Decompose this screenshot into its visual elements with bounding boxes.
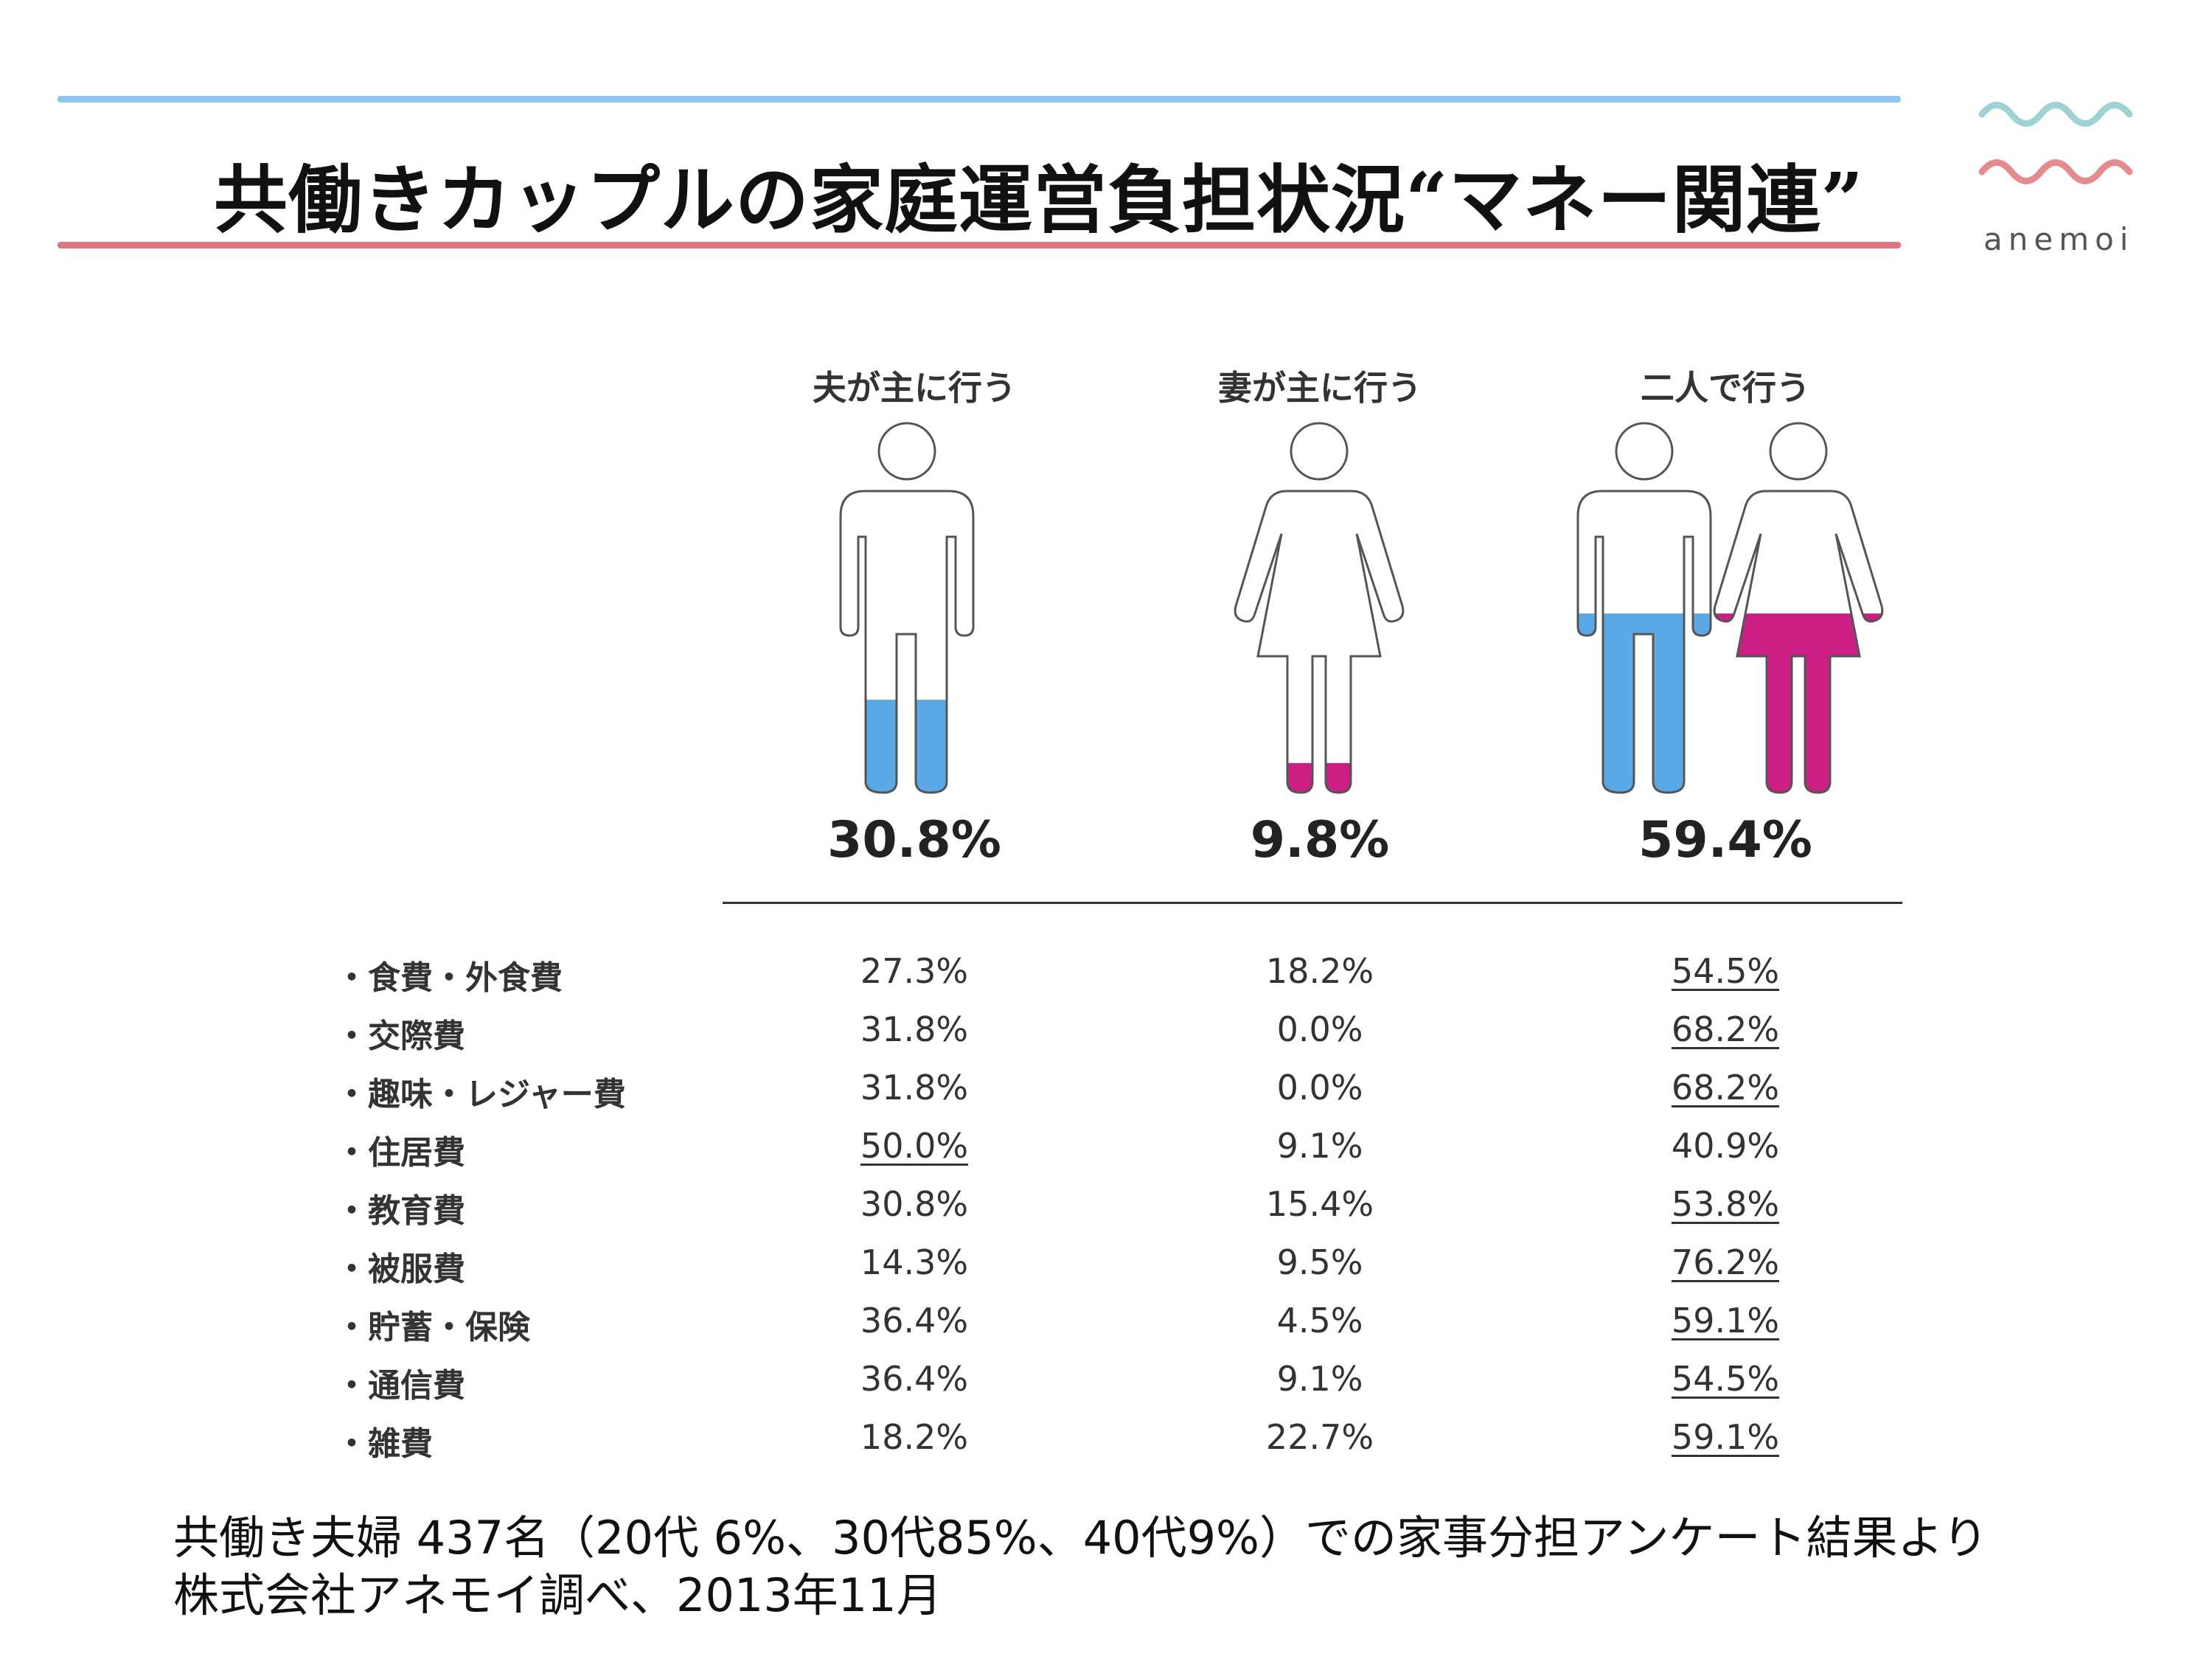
row-category: ・貯蓄・保険 — [335, 1309, 530, 1346]
row-category: ・雑費 — [335, 1425, 433, 1463]
table-row: ・趣味・レジャー費 31.8% 0.0% 68.2% — [0, 1068, 2212, 1119]
bottom-accent-line — [58, 242, 1901, 248]
column-header-both: 二人で行う — [1641, 368, 1810, 408]
row-category: ・教育費 — [335, 1192, 465, 1230]
row-value: 0.0% — [1276, 1009, 1363, 1049]
table-row: ・食費・外食費 27.3% 18.2% 54.5% — [0, 951, 2212, 1003]
row-value: 15.4% — [1265, 1184, 1374, 1224]
row-value: 4.5% — [1276, 1301, 1363, 1340]
footnote-line-1: 共働き夫婦 437名（20代 6%、30代85%、40代9%）での家事分担アンケ… — [173, 1511, 1989, 1565]
row-category: ・通信費 — [335, 1367, 465, 1405]
man-fill — [841, 700, 973, 793]
row-value: 18.2% — [860, 1417, 969, 1457]
table-row: ・通信費 36.4% 9.1% 54.5% — [0, 1359, 2212, 1411]
table-row: ・住居費 50.0% 9.1% 40.9% — [0, 1126, 2212, 1178]
page-title: 共働きカップルの家庭運営負担状況“マネー関連” — [214, 156, 1865, 243]
anemoi-logo — [1978, 102, 2133, 184]
row-value: 76.2% — [1671, 1242, 1780, 1282]
couple-woman-fill — [1714, 613, 1882, 793]
row-category: ・食費・外食費 — [335, 959, 563, 997]
row-value: 30.8% — [860, 1184, 969, 1224]
row-value: 36.4% — [860, 1359, 969, 1399]
row-value: 40.9% — [1671, 1126, 1780, 1166]
column-header-husband: 夫が主に行う — [813, 368, 1016, 408]
row-value: 31.8% — [860, 1068, 969, 1107]
logo-text: anemoi — [1983, 221, 2135, 257]
row-value: 59.1% — [1671, 1417, 1780, 1457]
table-row: ・貯蓄・保険 36.4% 4.5% 59.1% — [0, 1301, 2212, 1352]
couple-man-fill — [1578, 613, 1711, 793]
row-value: 9.1% — [1276, 1126, 1363, 1166]
row-value: 68.2% — [1671, 1009, 1780, 1049]
row-value: 9.5% — [1276, 1242, 1363, 1282]
table-row: ・雑費 18.2% 22.7% 59.1% — [0, 1417, 2212, 1469]
total-wife: 9.8% — [1250, 811, 1390, 869]
total-husband: 30.8% — [827, 811, 1001, 869]
row-value: 50.0% — [860, 1126, 969, 1166]
row-value: 59.1% — [1671, 1301, 1780, 1340]
row-value: 53.8% — [1671, 1184, 1780, 1224]
total-both: 59.4% — [1638, 811, 1812, 869]
row-value: 54.5% — [1671, 1359, 1780, 1399]
row-category: ・被服費 — [335, 1251, 465, 1288]
woman-fill — [1235, 762, 1403, 793]
row-category: ・交際費 — [335, 1018, 465, 1055]
footnote-line-2: 株式会社アネモイ調べ、2013年11月 — [173, 1568, 942, 1622]
man-icon — [839, 422, 975, 794]
row-value: 14.3% — [860, 1242, 969, 1282]
row-category: ・住居費 — [335, 1134, 465, 1172]
logo-wave-bottom — [1978, 159, 2133, 184]
table-divider — [723, 902, 1902, 904]
column-header-wife: 妻が主に行う — [1218, 368, 1422, 408]
top-accent-line — [58, 96, 1901, 102]
row-category: ・趣味・レジャー費 — [335, 1076, 626, 1113]
row-value: 0.0% — [1276, 1068, 1363, 1107]
row-value: 54.5% — [1671, 951, 1780, 991]
woman-icon — [1234, 422, 1405, 794]
table-row: ・教育費 30.8% 15.4% 53.8% — [0, 1184, 2212, 1236]
row-value: 9.1% — [1276, 1359, 1363, 1399]
row-value: 18.2% — [1265, 951, 1374, 991]
logo-wave-top — [1978, 102, 2133, 127]
row-value: 36.4% — [860, 1301, 969, 1340]
couple-icon — [1576, 422, 1884, 794]
table-row: ・交際費 31.8% 0.0% 68.2% — [0, 1009, 2212, 1061]
row-value: 22.7% — [1265, 1417, 1374, 1457]
table-row: ・被服費 14.3% 9.5% 76.2% — [0, 1242, 2212, 1294]
row-value: 31.8% — [860, 1009, 969, 1049]
row-value: 68.2% — [1671, 1068, 1780, 1107]
row-value: 27.3% — [860, 951, 969, 991]
